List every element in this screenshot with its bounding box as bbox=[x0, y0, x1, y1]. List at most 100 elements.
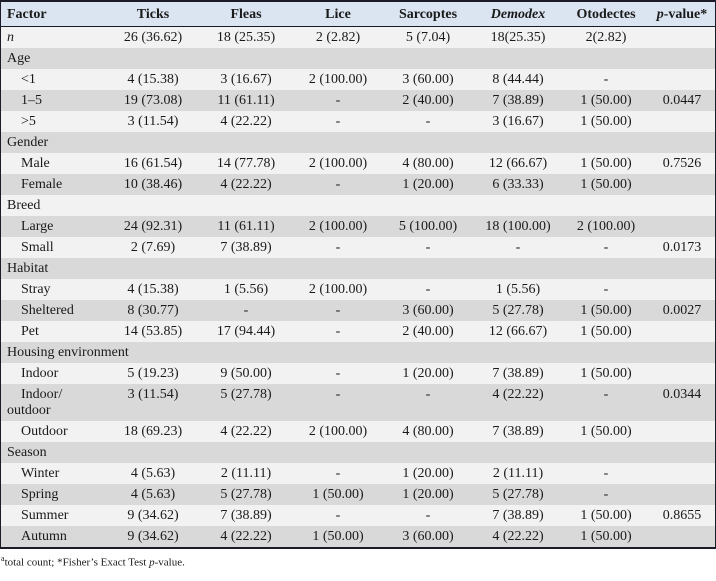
footnote-italic-p: p bbox=[149, 556, 155, 569]
value-cell bbox=[649, 279, 715, 300]
value-cell: - bbox=[603, 466, 609, 481]
value-cell: 16 (61.54) bbox=[123, 156, 183, 171]
value-cell: 2 (11.11) bbox=[492, 466, 544, 481]
table-row: Male 16 (61.54) 14 (77.78) 2 (100.00) 4 (80.… bbox=[1, 153, 715, 174]
value-cell: 3 (60.00) bbox=[402, 72, 454, 87]
table-header: Factor Ticks Fleas Lice Sarcoptes Demode… bbox=[1, 2, 715, 27]
value-cell: 2 (100.00) bbox=[308, 72, 368, 87]
value-cell: 3 (60.00) bbox=[402, 529, 454, 544]
section-row: Gender bbox=[1, 132, 715, 153]
value-cell: 3 (16.67) bbox=[220, 72, 272, 87]
factor-label: Stray bbox=[21, 282, 51, 297]
column-header-ticks: Ticks bbox=[136, 7, 170, 22]
value-cell: - bbox=[603, 387, 609, 402]
value-cell: 2(2.82) bbox=[585, 30, 627, 45]
value-cell: 17 (94.44) bbox=[216, 324, 276, 339]
value-cell: - bbox=[603, 240, 609, 255]
results-table-container: Factor Ticks Fleas Lice Sarcoptes Demode… bbox=[0, 0, 716, 549]
table-row: n 26 (36.62) 18 (25.35) 2 (2.82) 5 (7.04) 18(… bbox=[1, 26, 715, 48]
table-row: >5 3 (11.54) 4 (22.22) - - 3 (16.67) 1 (50.00) bbox=[1, 111, 715, 132]
factor-label: <1 bbox=[21, 72, 36, 87]
factor-label: Spring bbox=[21, 487, 59, 502]
value-cell bbox=[649, 111, 715, 132]
value-cell: 2 (100.00) bbox=[308, 219, 368, 234]
value-cell: 3 (11.54) bbox=[127, 387, 179, 402]
factor-label: Female bbox=[21, 177, 63, 192]
value-cell: 4 (22.22) bbox=[492, 387, 544, 402]
value-cell: 0.0027 bbox=[662, 303, 702, 318]
section-row: Age bbox=[1, 48, 715, 69]
value-cell: 5 (27.78) bbox=[220, 387, 272, 402]
table-row: Summer 9 (34.62) 7 (38.89) - - 7 (38.89) 1 (50… bbox=[1, 505, 715, 526]
value-cell: 2 (100.00) bbox=[308, 282, 368, 297]
column-header-demodex: Demodex bbox=[490, 7, 546, 22]
value-cell: 11 (61.11) bbox=[217, 93, 275, 108]
value-cell: - bbox=[335, 508, 341, 523]
section-row: Habitat bbox=[1, 258, 715, 279]
value-cell: 2 (100.00) bbox=[576, 219, 636, 234]
value-cell: 2 (100.00) bbox=[308, 156, 368, 171]
value-cell: - bbox=[425, 114, 431, 129]
factor-label: Pet bbox=[21, 324, 39, 339]
value-cell: 26 (36.62) bbox=[123, 30, 183, 45]
value-cell bbox=[649, 216, 715, 237]
factor-label: Small bbox=[21, 240, 54, 255]
factor-label: >5 bbox=[21, 114, 36, 129]
value-cell: - bbox=[335, 324, 341, 339]
table-row: 1–5 19 (73.08) 11 (61.11) - 2 (40.00) 7 (38.8… bbox=[1, 90, 715, 111]
value-cell: 12 (66.67) bbox=[488, 156, 548, 171]
value-cell: 0.0344 bbox=[662, 387, 702, 402]
value-cell: 4 (15.38) bbox=[127, 72, 179, 87]
section-label: Habitat bbox=[7, 261, 49, 276]
value-cell: 9 (50.00) bbox=[220, 366, 272, 381]
value-cell: - bbox=[335, 177, 341, 192]
value-cell: 5 (27.78) bbox=[492, 303, 544, 318]
value-cell: 1 (50.00) bbox=[580, 529, 632, 544]
value-cell: 0.0447 bbox=[662, 93, 702, 108]
value-cell: 2 (40.00) bbox=[402, 93, 454, 108]
value-cell: 1 (20.00) bbox=[402, 466, 454, 481]
factor-label: Large bbox=[21, 219, 54, 234]
column-header-lice: Lice bbox=[325, 7, 351, 22]
value-cell: 9 (34.62) bbox=[127, 508, 179, 523]
value-cell: 1 (50.00) bbox=[580, 177, 632, 192]
value-cell: 3 (60.00) bbox=[402, 303, 454, 318]
value-cell: 0.7526 bbox=[662, 156, 702, 171]
value-cell bbox=[649, 463, 715, 484]
value-cell: - bbox=[335, 466, 341, 481]
value-cell: 1 (50.00) bbox=[312, 487, 364, 502]
value-cell: - bbox=[335, 387, 341, 402]
table-row: Female 10 (38.46) 4 (22.22) - 1 (20.00) 6 (33… bbox=[1, 174, 715, 195]
value-cell bbox=[649, 69, 715, 90]
section-label: Housing environment bbox=[7, 345, 129, 360]
factor-label: 1–5 bbox=[21, 93, 42, 108]
value-cell: 2 (7.69) bbox=[130, 240, 176, 255]
value-cell: 12 (66.67) bbox=[488, 324, 548, 339]
value-cell: - bbox=[335, 114, 341, 129]
value-cell: 1 (50.00) bbox=[580, 366, 632, 381]
value-cell: 1 (5.56) bbox=[495, 282, 541, 297]
factor-label: Summer bbox=[21, 508, 69, 523]
value-cell: 4 (5.63) bbox=[130, 466, 176, 481]
section-label: Breed bbox=[7, 198, 41, 213]
table-row: <1 4 (15.38) 3 (16.67) 2 (100.00) 3 (60.00) 8… bbox=[1, 69, 715, 90]
value-cell: 1 (50.00) bbox=[580, 93, 632, 108]
column-header-fleas: Fleas bbox=[230, 7, 262, 22]
value-cell: 4 (80.00) bbox=[402, 424, 454, 439]
value-cell: 14 (77.78) bbox=[216, 156, 276, 171]
value-cell: 19 (73.08) bbox=[123, 93, 183, 108]
value-cell: - bbox=[515, 240, 521, 255]
table-footnote: atotal count; *Fisher’s Exact Test p-val… bbox=[0, 549, 716, 570]
table-row: Stray 4 (15.38) 1 (5.56) 2 (100.00) - 1 (5.56… bbox=[1, 279, 715, 300]
table-row: Winter 4 (5.63) 2 (11.11) - 1 (20.00) 2 (11.1… bbox=[1, 463, 715, 484]
value-cell: 8 (44.44) bbox=[492, 72, 544, 87]
table-body: n 26 (36.62) 18 (25.35) 2 (2.82) 5 (7.04) 18(… bbox=[1, 26, 715, 547]
factor-label: Male bbox=[21, 156, 50, 171]
value-cell: 5 (19.23) bbox=[127, 366, 179, 381]
footnote-superscript-a: a bbox=[1, 554, 5, 563]
factor-label: Indoor bbox=[21, 366, 59, 381]
section-row: Season bbox=[1, 442, 715, 463]
value-cell: 5 (27.78) bbox=[220, 487, 272, 502]
table-row: Large 24 (92.31) 11 (61.11) 2 (100.00) 5 (10… bbox=[1, 216, 715, 237]
value-cell: 4 (15.38) bbox=[127, 282, 179, 297]
